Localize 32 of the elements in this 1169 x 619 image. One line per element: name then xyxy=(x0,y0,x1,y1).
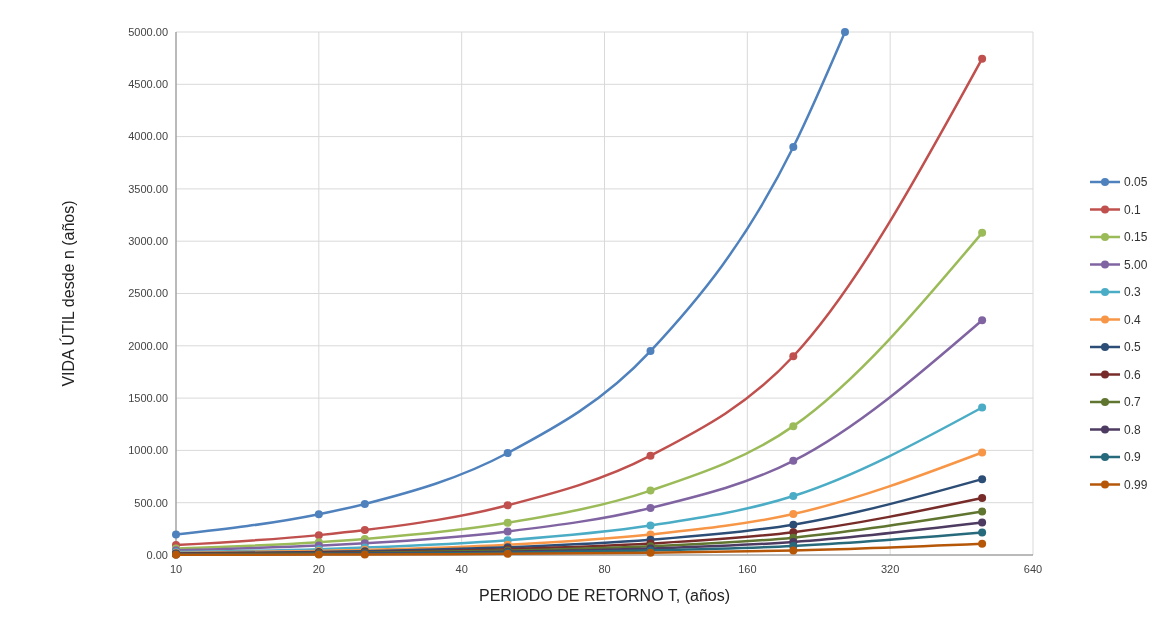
y-tick-label: 1000.00 xyxy=(128,444,168,457)
legend-label: 0.7 xyxy=(1124,395,1142,410)
legend-label: 0.5 xyxy=(1124,340,1142,355)
y-tick-label: 2000.00 xyxy=(128,339,168,352)
x-tick-label: 320 xyxy=(880,563,900,575)
x-tick-label: 80 xyxy=(598,563,611,575)
y-tick-label: 0.00 xyxy=(146,548,168,561)
legend-label: 5.00 xyxy=(1124,257,1148,272)
legend-label: 0.15 xyxy=(1124,230,1148,245)
x-tick-label: 640 xyxy=(1023,563,1043,575)
legend-label: 0.8 xyxy=(1124,422,1142,437)
x-tick-label: 10 xyxy=(169,563,183,575)
x-axis-title: PERIODO DE RETORNO T, (años) xyxy=(478,587,731,604)
legend-label: 0.9 xyxy=(1124,450,1142,465)
x-tick-label: 40 xyxy=(455,563,468,575)
legend-label: 0.6 xyxy=(1124,367,1142,382)
legend-label: 0.1 xyxy=(1124,202,1142,217)
y-tick-label: 4500.00 xyxy=(128,78,168,91)
y-tick-label: 3000.00 xyxy=(128,235,168,248)
x-tick-label: 20 xyxy=(312,563,325,575)
y-axis-title: VIDA ÚTIL desde n (años) xyxy=(59,200,77,387)
y-tick-label: 4000.00 xyxy=(128,130,168,143)
y-tick-label: 500.00 xyxy=(134,496,168,509)
y-tick-label: 5000.00 xyxy=(128,25,168,38)
legend-label: 0.3 xyxy=(1124,285,1142,300)
legend-label: 0.05 xyxy=(1124,175,1148,190)
y-tick-label: 1500.00 xyxy=(128,391,168,404)
legend-label: 0.4 xyxy=(1124,312,1142,327)
y-tick-label: 3500.00 xyxy=(128,182,168,195)
y-tick-label: 2500.00 xyxy=(128,287,168,300)
x-tick-label: 160 xyxy=(738,563,757,575)
legend-label: 0.99 xyxy=(1124,477,1148,492)
